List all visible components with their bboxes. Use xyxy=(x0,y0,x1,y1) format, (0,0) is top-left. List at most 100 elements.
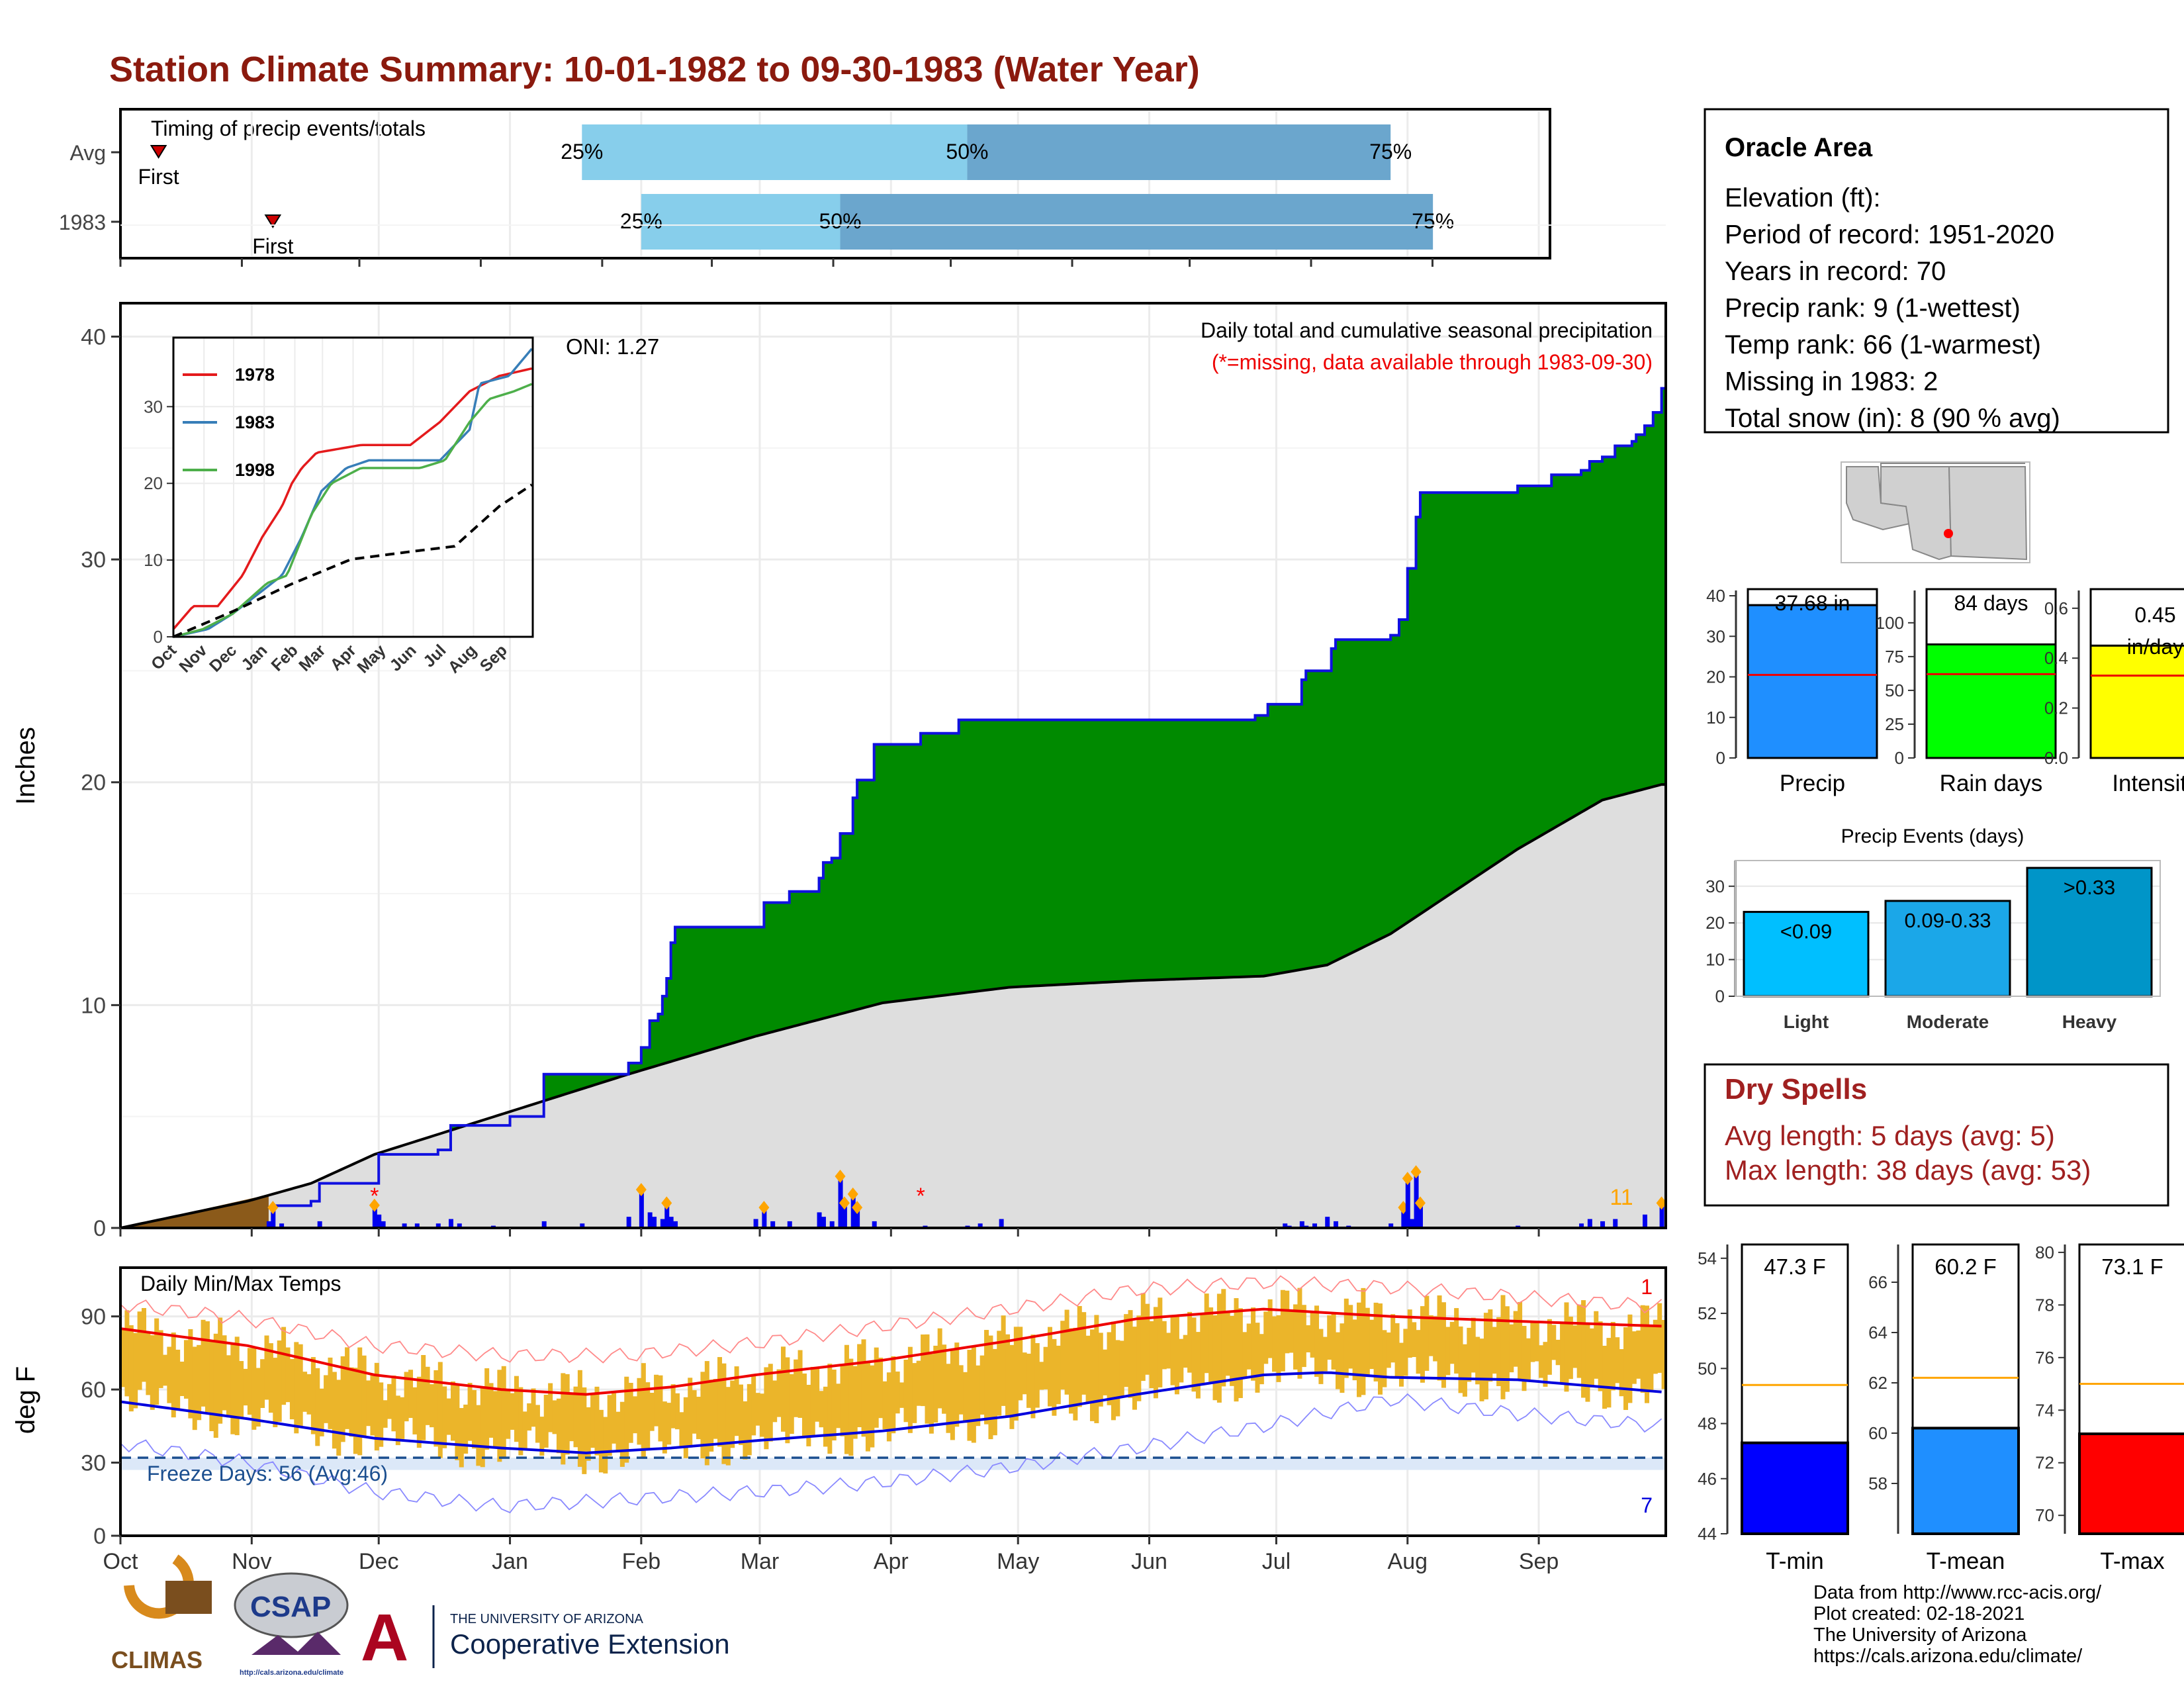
daily-temp-bar xyxy=(878,1358,884,1419)
daily-temp-bar xyxy=(1204,1293,1209,1374)
first-event-marker-icon xyxy=(150,145,167,159)
daily-temp-bar xyxy=(315,1368,320,1446)
university-arizona-logo: A THE UNIVERSITY OF ARIZONA Cooperative … xyxy=(361,1601,730,1675)
month-axis-label: Jul xyxy=(1262,1549,1291,1574)
daily-temp-bar xyxy=(1085,1335,1091,1403)
daily-temp-bar xyxy=(861,1339,866,1437)
daily-precip-bar xyxy=(1405,1181,1410,1228)
daily-temp-bar xyxy=(1530,1321,1535,1362)
timing-bar-early xyxy=(582,124,968,180)
daily-temp-bar xyxy=(251,1348,257,1430)
daily-temp-bar xyxy=(1183,1335,1188,1368)
daily-temp-bar xyxy=(1145,1303,1150,1375)
daily-temp-bar xyxy=(1034,1342,1040,1408)
daily-temp-bar xyxy=(412,1387,418,1434)
daily-temp-bar xyxy=(1191,1317,1197,1392)
daily-temp-bar xyxy=(1251,1307,1256,1381)
daily-temp-bar xyxy=(725,1387,731,1466)
daily-temp-bar xyxy=(1539,1345,1544,1378)
daily-temp-bar xyxy=(1547,1319,1552,1375)
daily-temp-bar xyxy=(1352,1319,1357,1381)
daily-temp-bar xyxy=(1310,1313,1315,1358)
summary-bar-precip xyxy=(1747,604,1878,759)
footer-line-3: The University of Arizona xyxy=(1813,1624,2027,1646)
timing-pct-25: 25% xyxy=(620,209,662,233)
daily-temp-bar xyxy=(264,1335,269,1400)
daily-temp-bar xyxy=(709,1380,714,1452)
daily-temp-bar xyxy=(1500,1295,1506,1399)
daily-temp-bar xyxy=(1225,1313,1230,1376)
daily-temp-bar xyxy=(1276,1315,1281,1382)
inset-series-1998 xyxy=(173,383,533,638)
daily-temp-bar xyxy=(598,1409,604,1473)
daily-temp-bar xyxy=(1285,1290,1290,1354)
daily-temp-bar xyxy=(1081,1312,1087,1395)
timing-pct-75: 75% xyxy=(1412,209,1454,233)
daily-temp-bar xyxy=(1407,1309,1412,1358)
daily-temp-bar xyxy=(1255,1323,1260,1393)
daily-temp-bar xyxy=(899,1382,905,1408)
daily-temp-bar xyxy=(1398,1342,1404,1387)
daily-temp-bar xyxy=(400,1397,405,1439)
station-info-box: Oracle Area Elevation (ft): Period of rec… xyxy=(1704,108,2169,434)
info-line: Missing in 1983: 2 xyxy=(1725,367,1938,397)
daily-temp-bar xyxy=(1615,1337,1620,1383)
daily-temp-bar xyxy=(1301,1305,1306,1368)
events-bar-moderate xyxy=(1884,900,2011,998)
daily-temp-bar xyxy=(963,1372,968,1423)
daily-temp-bar xyxy=(1390,1314,1396,1363)
daily-temp-bar xyxy=(658,1375,663,1442)
daily-precip-bar xyxy=(762,1210,767,1228)
page-title: Station Climate Summary: 10-01-1982 to 0… xyxy=(109,50,1200,89)
daily-precip-bar xyxy=(660,1219,665,1228)
summary-value-label: 37.68 in xyxy=(1775,591,1850,615)
daily-temp-bar xyxy=(874,1347,879,1428)
daily-temp-bar xyxy=(247,1348,252,1415)
daily-temp-bar xyxy=(1649,1326,1654,1393)
daily-temp-bar xyxy=(183,1340,189,1399)
daily-temp-bar xyxy=(421,1354,426,1440)
daily-temp-bar xyxy=(743,1401,748,1460)
dry-spells-avg: Avg length: 5 days (avg: 5) xyxy=(1725,1120,2055,1151)
summary-category-label: Precip xyxy=(1780,771,1845,796)
info-line: Years in record: 70 xyxy=(1725,257,1946,286)
daily-temp-bar xyxy=(1412,1322,1417,1358)
month-axis-label: Nov xyxy=(232,1549,271,1574)
daily-temp-bar xyxy=(785,1357,790,1444)
daily-precip-high-marker-icon xyxy=(267,1201,279,1215)
daily-temp-bar xyxy=(1094,1315,1099,1423)
daily-precip-bar xyxy=(541,1221,547,1228)
month-axis-label: Jun xyxy=(1131,1549,1167,1574)
daily-temp-bar xyxy=(328,1357,333,1429)
daily-temp-bar xyxy=(1458,1326,1463,1393)
temp-y-axis-label: deg F xyxy=(11,1366,40,1434)
record-low-count: 7 xyxy=(1641,1493,1653,1517)
daily-temp-bar xyxy=(1504,1306,1510,1392)
freeze-days-label: Freeze Days: 56 (Avg:46) xyxy=(147,1462,388,1485)
daily-temp-bar xyxy=(937,1328,942,1409)
daily-temp-bar xyxy=(556,1398,561,1454)
timing-bar-late xyxy=(967,124,1391,180)
daily-temp-bar xyxy=(273,1358,278,1428)
daily-temp-bar xyxy=(471,1389,477,1449)
daily-temp-bar xyxy=(1645,1305,1650,1403)
daily-temp-bar xyxy=(594,1386,600,1456)
daily-temp-bar xyxy=(1293,1304,1298,1370)
daily-temp-bar xyxy=(1585,1325,1590,1402)
daily-temp-bar xyxy=(230,1342,236,1434)
summary-y-tick-label: 0.6 xyxy=(2044,598,2068,618)
timing-first-label: First xyxy=(252,234,293,258)
summary-y-tick-label: 20 xyxy=(1706,667,1725,687)
arizona-locator-map xyxy=(1841,461,2030,563)
events-y-tick-label: 0 xyxy=(1715,986,1725,1006)
daily-temp-bar xyxy=(357,1347,363,1456)
precip-border xyxy=(119,302,1667,1229)
daily-temp-bar xyxy=(1437,1295,1442,1381)
daily-temp-bar xyxy=(1179,1338,1184,1383)
daily-temp-bar xyxy=(433,1370,439,1447)
daily-precip-bar xyxy=(647,1212,653,1228)
daily-precip-high-marker-icon xyxy=(839,1196,850,1210)
daily-temp-bar xyxy=(1534,1321,1539,1362)
daily-temp-bar xyxy=(1420,1306,1425,1383)
daily-temp-bar xyxy=(590,1393,596,1448)
